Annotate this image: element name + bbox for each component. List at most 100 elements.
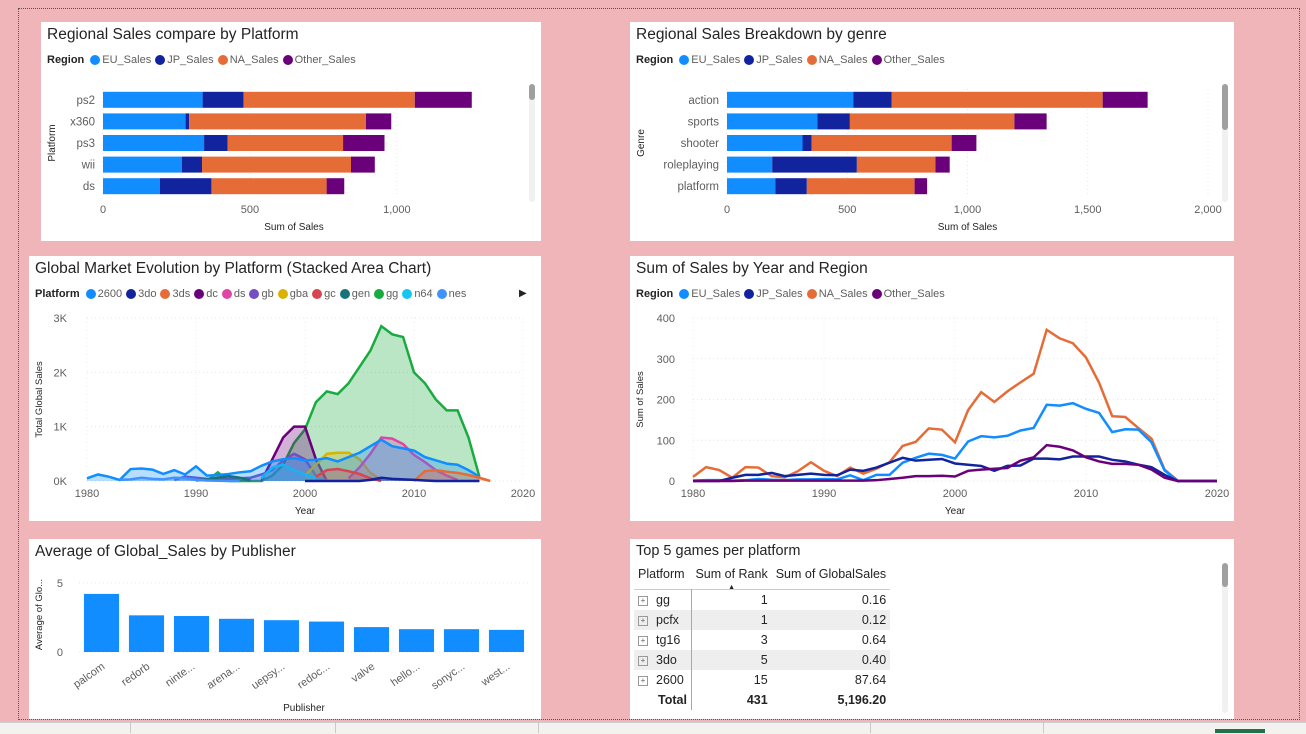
top5-table-panel[interactable]: Top 5 games per platform Platform Sum of… (630, 539, 1234, 719)
y-tick-label: 5 (57, 578, 63, 590)
bar-segment (817, 113, 850, 130)
legend-item-na[interactable]: NA_Sales (806, 288, 868, 300)
genre-bar-panel[interactable]: Regional Sales Breakdown by genre Region… (630, 22, 1234, 241)
vertical-scrollbar[interactable] (1222, 563, 1228, 713)
bar-segment (772, 156, 857, 173)
bar-segment (935, 156, 950, 173)
legend-dot-icon (744, 55, 755, 65)
bar-segment (849, 113, 1015, 130)
legend-item-gc[interactable]: gc (312, 288, 336, 300)
area-line-ds (347, 436, 459, 482)
legend-dot-icon (90, 55, 101, 65)
column-header-rank[interactable]: Sum of Rank ▲ (691, 563, 771, 591)
legend-item-eu[interactable]: EU_Sales (90, 54, 151, 66)
line-chart-panel[interactable]: Sum of Sales by Year and Region Region E… (630, 256, 1234, 521)
legend-item-nes[interactable]: nes (436, 288, 466, 300)
vertical-scrollbar[interactable] (529, 84, 535, 202)
legend-item-other[interactable]: Other_Sales (871, 288, 945, 300)
legend-item-eu[interactable]: EU_Sales (679, 54, 740, 66)
x-axis-label: Year (945, 506, 966, 517)
x-tick-label: redoc... (295, 661, 332, 692)
legend-item-other[interactable]: Other_Sales (282, 54, 356, 66)
bar (353, 627, 390, 652)
x-tick-label: 2000 (943, 488, 967, 500)
legend: Region EU_Sales JP_Sales NA_Sales Other_… (47, 54, 360, 66)
legend-item-dc[interactable]: dc (194, 288, 218, 300)
legend-next-arrow-icon[interactable]: ▶ (519, 288, 527, 299)
legend-item-other[interactable]: Other_Sales (871, 54, 945, 66)
legend-item-eu[interactable]: EU_Sales (679, 288, 740, 300)
bar-segment (204, 135, 228, 151)
table-row[interactable]: + pcfx 1 0.12 (634, 610, 891, 630)
area-line-3ds (413, 468, 491, 483)
vertical-scrollbar[interactable] (1222, 84, 1228, 202)
legend-item-jp[interactable]: JP_Sales (744, 288, 803, 300)
expand-icon[interactable]: + (638, 655, 648, 666)
y-tick-label: platform (677, 181, 719, 193)
legend-item-ds[interactable]: ds (221, 288, 245, 300)
legend-dot-icon (806, 55, 817, 65)
x-tick-label: ninte... (163, 661, 197, 690)
scrollbar-thumb[interactable] (1222, 84, 1228, 130)
area-chart-panel[interactable]: Global Market Evolution by Platform (Sta… (29, 256, 541, 521)
x-tick-label: 500 (838, 204, 856, 216)
legend-item-gg[interactable]: gg (374, 288, 398, 300)
bar-segment (727, 135, 803, 151)
legend-item-3do[interactable]: 3do (126, 288, 156, 300)
expand-icon[interactable]: + (638, 635, 648, 646)
legend-item-gen[interactable]: gen (339, 288, 370, 300)
table-row[interactable]: +3do 5 0.40 (634, 650, 891, 670)
active-page-indicator[interactable] (1215, 729, 1265, 733)
genre-bar-chart: 0 500 1,000 1,500 2,000 Sum of Sales Genre acti… (636, 89, 1222, 233)
bar-segment (343, 135, 385, 151)
expand-icon[interactable]: + (638, 595, 648, 606)
table-row[interactable]: +2600 15 87.64 (634, 670, 890, 690)
panel-title: Sum of Sales by Year and Region (636, 260, 868, 277)
legend-item-gba[interactable]: gba (277, 288, 308, 300)
area-line-gc (315, 467, 382, 483)
area-fill-3ds (414, 470, 491, 481)
bar-segment (1102, 91, 1148, 108)
legend-item-na[interactable]: NA_Sales (217, 54, 279, 66)
y-tick-label: action (688, 95, 719, 107)
scrollbar-thumb[interactable] (1222, 563, 1228, 587)
page-tab-divider (1043, 722, 1044, 733)
table-row[interactable]: + gg 1 0.16 (634, 589, 891, 610)
page-tab-divider (538, 722, 539, 733)
legend-item-3ds[interactable]: 3ds (160, 288, 190, 300)
area-fill-gc (315, 469, 382, 481)
legend-dot-icon (126, 289, 137, 299)
legend-item-2600[interactable]: 2600 (85, 288, 122, 300)
bar (128, 615, 165, 652)
y-tick-label: 2K (54, 367, 68, 379)
bar (308, 621, 345, 652)
legend-dot-icon (374, 289, 385, 299)
x-axis-label: Publisher (283, 703, 325, 714)
area-line-n64 (260, 463, 328, 482)
legend-item-na[interactable]: NA_Sales (806, 54, 868, 66)
legend-dot-icon (871, 289, 882, 299)
area-line-nes (119, 476, 240, 483)
legend-title: Region (636, 54, 674, 66)
series-line-JP_Sales (693, 455, 1217, 483)
column-header-globalsales[interactable]: Sum of GlobalSales (775, 567, 887, 581)
legend-item-jp[interactable]: JP_Sales (155, 54, 214, 66)
x-tick-label: uepsy... (249, 661, 287, 692)
legend-dot-icon (806, 289, 817, 299)
legend-item-gb[interactable]: gb (249, 288, 274, 300)
x-tick-label: 0 (724, 204, 730, 216)
legend-item-n64[interactable]: n64 (402, 288, 433, 300)
platform-bar-panel[interactable]: Regional Sales compare by Platform Regio… (41, 22, 541, 241)
x-tick-label: 2010 (1074, 488, 1098, 500)
legend-item-jp[interactable]: JP_Sales (744, 54, 803, 66)
scrollbar-thumb[interactable] (529, 84, 535, 100)
bar-segment (856, 156, 936, 173)
x-tick-label: hello... (389, 661, 422, 689)
column-header-platform[interactable]: Platform (638, 567, 685, 581)
legend-dot-icon (217, 55, 228, 65)
expand-icon[interactable]: + (638, 675, 648, 686)
expand-icon[interactable]: + (638, 615, 648, 626)
table-row[interactable]: + tg16 3 0.64 (634, 630, 890, 650)
bar-segment (103, 156, 182, 173)
